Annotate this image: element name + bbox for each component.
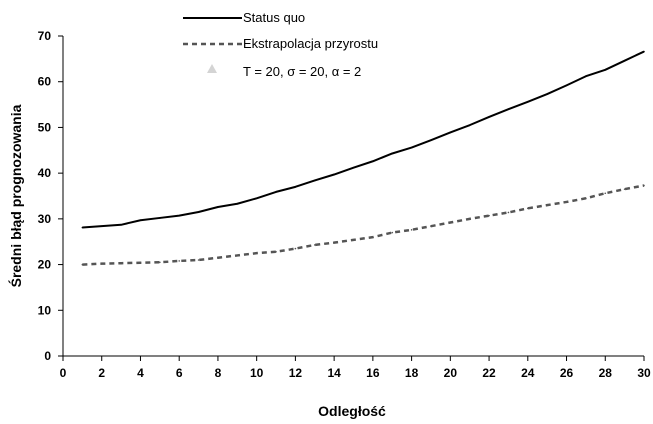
data-point xyxy=(294,186,297,188)
data-point xyxy=(236,202,239,205)
data-point xyxy=(372,160,374,163)
x-tick-label: 4 xyxy=(137,366,144,380)
data-point xyxy=(294,247,297,250)
data-point xyxy=(333,241,335,244)
x-tick-label: 26 xyxy=(560,366,574,380)
series-line-status-quo xyxy=(82,50,645,229)
x-tick-label: 0 xyxy=(60,366,67,380)
data-point xyxy=(449,131,452,134)
data-point xyxy=(565,201,568,203)
x-tick-label: 16 xyxy=(366,366,380,380)
x-axis-title: Odległość xyxy=(318,403,386,419)
x-tick-label: 10 xyxy=(250,366,264,380)
data-point xyxy=(352,239,355,241)
data-point xyxy=(217,206,219,208)
data-point xyxy=(507,108,510,110)
legend-label-parameters: T = 20, σ = 20, α = 2 xyxy=(243,64,361,79)
x-tick-label: 20 xyxy=(444,366,458,380)
y-tick-label: 20 xyxy=(38,258,52,272)
x-tick-label: 14 xyxy=(327,366,341,380)
data-point xyxy=(507,211,510,214)
data-point xyxy=(430,225,432,227)
x-tick-label: 22 xyxy=(482,366,496,380)
y-tick-label: 30 xyxy=(38,212,52,226)
data-point xyxy=(488,214,490,217)
x-tick-label: 6 xyxy=(176,366,183,380)
x-tick-label: 28 xyxy=(599,366,613,380)
data-point xyxy=(139,219,142,222)
data-point xyxy=(391,152,394,155)
data-point xyxy=(313,244,316,246)
data-point xyxy=(468,124,471,126)
data-point xyxy=(178,260,180,262)
x-tick-label: 12 xyxy=(289,366,303,380)
data-point xyxy=(236,254,239,257)
data-point xyxy=(643,50,645,53)
legend-label-status-quo: Status quo xyxy=(243,10,305,25)
data-point xyxy=(81,226,84,229)
data-point xyxy=(333,173,335,176)
data-point xyxy=(468,218,471,220)
y-tick-label: 70 xyxy=(38,29,52,43)
data-point xyxy=(546,93,548,95)
data-point xyxy=(275,191,277,193)
series-line-ekstrapolacja xyxy=(82,184,645,266)
data-point xyxy=(139,261,142,264)
data-point xyxy=(275,250,277,253)
y-tick-label: 50 xyxy=(38,120,52,134)
y-tick-label: 60 xyxy=(38,75,52,89)
data-point xyxy=(255,197,258,200)
data-point xyxy=(100,225,103,227)
data-point xyxy=(159,261,161,264)
x-tick-label: 2 xyxy=(98,366,105,380)
data-point xyxy=(643,184,645,187)
data-point xyxy=(449,221,452,224)
y-tick-label: 10 xyxy=(38,303,52,317)
data-point xyxy=(623,188,626,190)
data-point xyxy=(527,207,529,210)
data-point xyxy=(527,101,529,103)
data-point xyxy=(585,197,587,200)
legend: Status quo Ekstrapolacja przyrostu T = 2… xyxy=(183,10,378,79)
x-tick-label: 8 xyxy=(215,366,222,380)
data-point xyxy=(120,224,122,226)
data-point xyxy=(81,263,84,266)
data-point xyxy=(585,75,587,78)
data-point xyxy=(604,192,607,195)
legend-marker-triangle-icon xyxy=(207,64,217,73)
data-point xyxy=(488,116,490,118)
data-point xyxy=(100,262,103,265)
data-point xyxy=(217,256,219,259)
series-lines xyxy=(81,50,645,266)
y-tick-label: 40 xyxy=(38,166,52,180)
x-tick-label: 30 xyxy=(637,366,651,380)
data-point xyxy=(430,139,432,142)
data-point xyxy=(565,84,568,87)
y-tick-label: 0 xyxy=(44,349,51,363)
data-point xyxy=(313,179,316,182)
data-point xyxy=(372,236,374,238)
data-point xyxy=(546,204,548,206)
x-tick-label: 18 xyxy=(405,366,419,380)
data-point xyxy=(352,166,355,169)
data-point xyxy=(410,146,413,149)
data-point xyxy=(120,262,122,265)
axes xyxy=(58,35,645,361)
data-point xyxy=(410,229,413,231)
data-point xyxy=(197,211,200,213)
data-point xyxy=(255,252,258,254)
x-tick-label: 24 xyxy=(521,366,535,380)
data-point xyxy=(159,217,161,219)
y-axis-title: Średni błąd prognozowania xyxy=(7,104,24,287)
data-point xyxy=(604,69,607,71)
data-point xyxy=(623,59,626,62)
legend-label-ekstrapolacja: Ekstrapolacja przyrostu xyxy=(243,36,378,51)
data-point xyxy=(178,214,180,217)
data-point xyxy=(391,231,394,234)
data-point xyxy=(197,259,200,261)
